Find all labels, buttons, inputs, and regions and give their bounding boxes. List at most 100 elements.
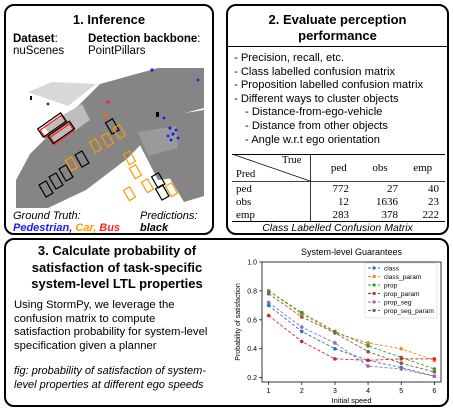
dataset-label: Dataset (13, 33, 55, 45)
matrix-row: obs 12 1636 23 (232, 196, 445, 209)
x-tick-label: 3 (333, 388, 337, 395)
data-point-prop_seg (333, 341, 337, 345)
legend-marker (372, 308, 376, 313)
legend-label: prop_param (384, 291, 420, 298)
metric-subitem: - Distance-from-ego-vehicle (245, 106, 383, 119)
data-point-prop_seg_param (299, 315, 304, 319)
data-point-class_param (366, 341, 370, 345)
legend-label: prop_seg_param (384, 308, 434, 315)
dataset-value: nuScenes (13, 45, 65, 57)
x-tick-label: 5 (399, 388, 403, 395)
x-tick-label: 4 (366, 388, 370, 395)
series-line-class_param (268, 290, 435, 361)
matrix-row: emp 283 378 222 (232, 209, 445, 222)
probability-title-line3: system-level LTL properties (31, 276, 203, 291)
matrix-cell: 1636 (375, 196, 398, 208)
matrix-cell: 378 (381, 209, 398, 221)
data-point-prop_param (399, 357, 404, 361)
legend-car: Car (75, 222, 94, 234)
matrix-cell: 40 (428, 183, 439, 195)
legend-label: class (384, 265, 400, 272)
metric-item: - Different ways to cluster objects (234, 92, 399, 105)
data-point-prop_seg_param (366, 349, 370, 354)
body-line: Using StormPy, we leverage the (14, 299, 175, 311)
backbone-label: Detection backbone (88, 33, 198, 45)
matrix-column-headers: ped obs emp (318, 162, 445, 174)
data-point-prop_seg_param (333, 331, 337, 335)
data-point-class_param (399, 346, 404, 351)
legend-marker (372, 266, 376, 270)
legend-pedestrian: Pedestrian (13, 222, 70, 234)
dataset-colon: : (54, 33, 58, 45)
caption-line: fig: probability of satisfaction of syst… (14, 365, 206, 377)
data-point-prop_seg (366, 364, 370, 368)
legend-bus: Bus (99, 222, 121, 234)
metric-subitem: - Distance from other objects (245, 119, 389, 132)
matrix-col-header: emp (413, 162, 433, 174)
matrix-header-pred: Pred (236, 169, 256, 180)
x-tick-label: 2 (300, 388, 304, 395)
legend-label: class_param (384, 274, 422, 281)
metric-item: - Proposition labelled confusion matrix (234, 79, 424, 92)
matrix-rules (232, 154, 445, 222)
matrix-cell: 27 (386, 183, 398, 195)
data-point-prop_param (432, 357, 437, 361)
metric-item: - Class labelled confusion matrix (234, 65, 396, 78)
caption-line: level properties at different ego speeds (14, 378, 204, 391)
system-level-chart: System-level Guarantees 1 2 3 4 5 6 0.2 0.4 0.6 0.… (235, 247, 442, 405)
data-point-prop (366, 344, 370, 348)
matrix-row: ped 772 27 40 (232, 183, 445, 196)
bev-scene-image (8, 62, 212, 210)
data-point-class (299, 329, 304, 334)
x-tick-label: 1 (267, 388, 271, 395)
data-point-prop (432, 367, 437, 371)
matrix-header-true: True (282, 155, 302, 166)
data-point-prop_seg_param (399, 361, 404, 366)
chart-legend (364, 262, 438, 319)
data-point-prop_param (366, 358, 370, 363)
backbone-block: Detection backbone: PointPillars (88, 33, 200, 57)
backbone-value: PointPillars (88, 45, 146, 57)
ground-truth-label: Ground Truth: (13, 210, 81, 222)
data-point-class (266, 303, 271, 308)
matrix-row-label: ped (236, 183, 252, 195)
data-point-prop_seg_param (432, 370, 437, 374)
series-line-prop (268, 290, 435, 370)
probability-title-line2: satisfaction of task-specific (31, 259, 203, 275)
inference-title: 1. Inference (72, 12, 146, 27)
evaluate-title-line2: performance (298, 28, 377, 43)
y-tick-label: 0.8 (247, 288, 257, 295)
x-axis-label: Initial speed (331, 396, 371, 405)
data-point-prop_param (333, 357, 337, 361)
metric-item: - Precision, recall, etc. (234, 52, 345, 64)
dataset-block: Dataset: nuScenes (13, 33, 64, 57)
series-line-prop_seg (268, 302, 435, 377)
series-line-prop_param (268, 315, 435, 361)
y-tick-label: 0.6 (247, 317, 257, 324)
data-point-prop_param (299, 339, 304, 344)
data-point-prop_param (266, 313, 271, 318)
y-axis-label: Probability of satisfaction (235, 283, 242, 361)
legend-marker (372, 283, 376, 287)
plot-frame (261, 261, 442, 383)
body-line: confusion matrix to compute (14, 312, 156, 325)
body-line: specification given a planner (14, 339, 157, 352)
legend-label: prop (384, 282, 398, 289)
legend-comma-1: , (69, 222, 76, 234)
probability-title: 3. Calculate probability of satisfaction… (10, 243, 224, 293)
body-line: satisfaction probability for system-leve… (14, 326, 208, 338)
y-tick-label: 1.0 (247, 260, 257, 267)
data-point-prop_seg (399, 367, 404, 371)
ground-truth-legend: Ground Truth: Pedestrian, Car, Bus (13, 210, 120, 234)
evaluate-divider (228, 46, 447, 47)
data-point-class (333, 346, 337, 351)
legend-marker (372, 274, 376, 279)
data-point-prop (299, 310, 304, 315)
confusion-matrix: True Pred ped obs emp ped 772 27 40 obs … (232, 154, 445, 222)
matrix-caption: Class Labelled Confusion Matrix (262, 222, 413, 234)
backbone-colon: : (197, 33, 201, 45)
matrix-row-label: obs (236, 196, 252, 208)
probability-title-line1: 3. Calculate probability of (37, 243, 197, 258)
predictions-label: Predictions: (140, 210, 198, 222)
legend-marker (372, 291, 376, 296)
